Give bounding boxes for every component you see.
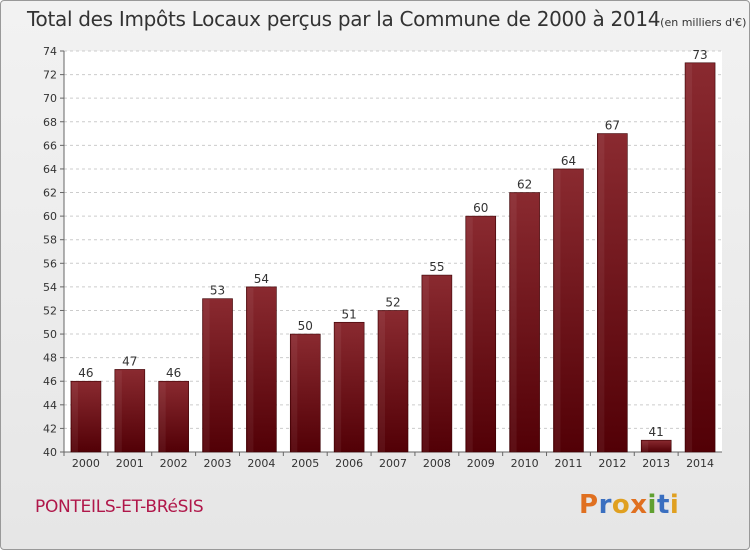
logo-letter: o — [611, 490, 631, 520]
chart-subtitle: (en milliers d'€) — [660, 16, 747, 29]
x-tick-label: 2014 — [686, 457, 714, 470]
x-tick-label: 2000 — [72, 457, 100, 470]
bar-2007 — [377, 310, 409, 453]
data-label: 52 — [385, 295, 400, 309]
proxiti-logo: Proxiti — [579, 490, 679, 520]
bar-highlight — [642, 441, 649, 452]
data-label: 53 — [210, 284, 225, 298]
data-label: 46 — [78, 366, 93, 380]
bar-highlight — [203, 299, 210, 452]
data-label: 54 — [254, 272, 269, 286]
x-tick-label: 2008 — [423, 457, 451, 470]
y-tick-label: 56 — [43, 257, 57, 270]
bar-highlight — [422, 276, 429, 452]
data-label: 60 — [473, 201, 488, 215]
bar-highlight — [466, 217, 473, 452]
y-tick-label: 74 — [43, 45, 57, 58]
y-tick-label: 40 — [43, 446, 57, 459]
y-tick-label: 72 — [43, 69, 57, 82]
bar-highlight — [159, 382, 166, 452]
bar-2005 — [289, 333, 321, 453]
bar-highlight — [71, 382, 78, 452]
logo-letter: i — [669, 490, 680, 520]
bar-highlight — [598, 134, 605, 452]
commune-name: PONTEILS-ET-BRéSIS — [35, 497, 204, 517]
bar-2009 — [465, 215, 497, 453]
y-tick-label: 54 — [43, 281, 57, 294]
logo-letter: r — [598, 490, 612, 520]
data-label: 67 — [605, 119, 620, 133]
x-tick-label: 2005 — [291, 457, 319, 470]
bar-highlight — [335, 323, 342, 452]
y-tick-label: 60 — [43, 210, 57, 223]
bar-2001 — [114, 369, 146, 453]
y-tick-label: 68 — [43, 116, 57, 129]
logo-letter: i — [647, 490, 657, 520]
y-tick-label: 46 — [43, 375, 57, 388]
data-label: 50 — [298, 319, 313, 333]
data-label: 73 — [692, 48, 707, 62]
x-tick-label: 2002 — [160, 457, 188, 470]
bar-2004 — [246, 286, 277, 453]
x-tick-label: 2012 — [598, 457, 626, 470]
bar-highlight — [247, 287, 254, 452]
bar-2013 — [640, 439, 672, 453]
y-tick-label: 66 — [43, 139, 57, 152]
data-label: 41 — [649, 425, 664, 439]
y-tick-label: 52 — [43, 304, 57, 317]
bar-highlight — [291, 335, 298, 452]
bar-highlight — [115, 370, 122, 452]
bar-2003 — [202, 298, 233, 453]
bar-2010 — [509, 192, 540, 453]
logo-letter: P — [579, 490, 599, 520]
logo-letter: t — [656, 490, 670, 520]
x-tick-label: 2004 — [247, 457, 275, 470]
logo-letter: x — [630, 490, 648, 520]
data-label: 47 — [122, 354, 137, 368]
bar-highlight — [554, 169, 561, 453]
y-tick-label: 42 — [43, 422, 57, 435]
bar-2002 — [158, 380, 189, 453]
data-label: 51 — [341, 307, 356, 321]
y-tick-label: 44 — [43, 399, 57, 412]
y-tick-label: 50 — [43, 328, 57, 341]
bar-2000 — [70, 380, 102, 453]
data-label: 55 — [429, 260, 444, 274]
bar-2012 — [597, 133, 628, 453]
y-tick-label: 48 — [43, 352, 57, 365]
bar-2006 — [333, 321, 365, 453]
x-tick-label: 2009 — [467, 457, 495, 470]
x-tick-label: 2013 — [642, 457, 670, 470]
data-label: 62 — [517, 178, 532, 192]
chart-title-main: Total des Impôts Locaux perçus par la Co… — [27, 7, 661, 31]
chart-title: Total des Impôts Locaux perçus par la Co… — [27, 7, 746, 31]
bar-2014 — [684, 62, 716, 453]
bar-2011 — [553, 168, 584, 453]
x-tick-label: 2006 — [335, 457, 363, 470]
x-tick-label: 2003 — [204, 457, 232, 470]
bar-highlight — [510, 193, 517, 452]
bar-2008 — [421, 274, 453, 453]
data-label: 46 — [166, 366, 181, 380]
x-tick-label: 2007 — [379, 457, 407, 470]
y-tick-label: 64 — [43, 163, 57, 176]
y-tick-label: 70 — [43, 92, 57, 105]
x-tick-label: 2010 — [511, 457, 539, 470]
bar-highlight — [379, 311, 385, 452]
x-tick-label: 2001 — [116, 457, 144, 470]
y-tick-label: 58 — [43, 234, 57, 247]
data-label: 64 — [561, 154, 576, 168]
y-tick-label: 62 — [43, 187, 57, 200]
x-tick-label: 2011 — [554, 457, 582, 470]
bar-highlight — [686, 63, 693, 452]
